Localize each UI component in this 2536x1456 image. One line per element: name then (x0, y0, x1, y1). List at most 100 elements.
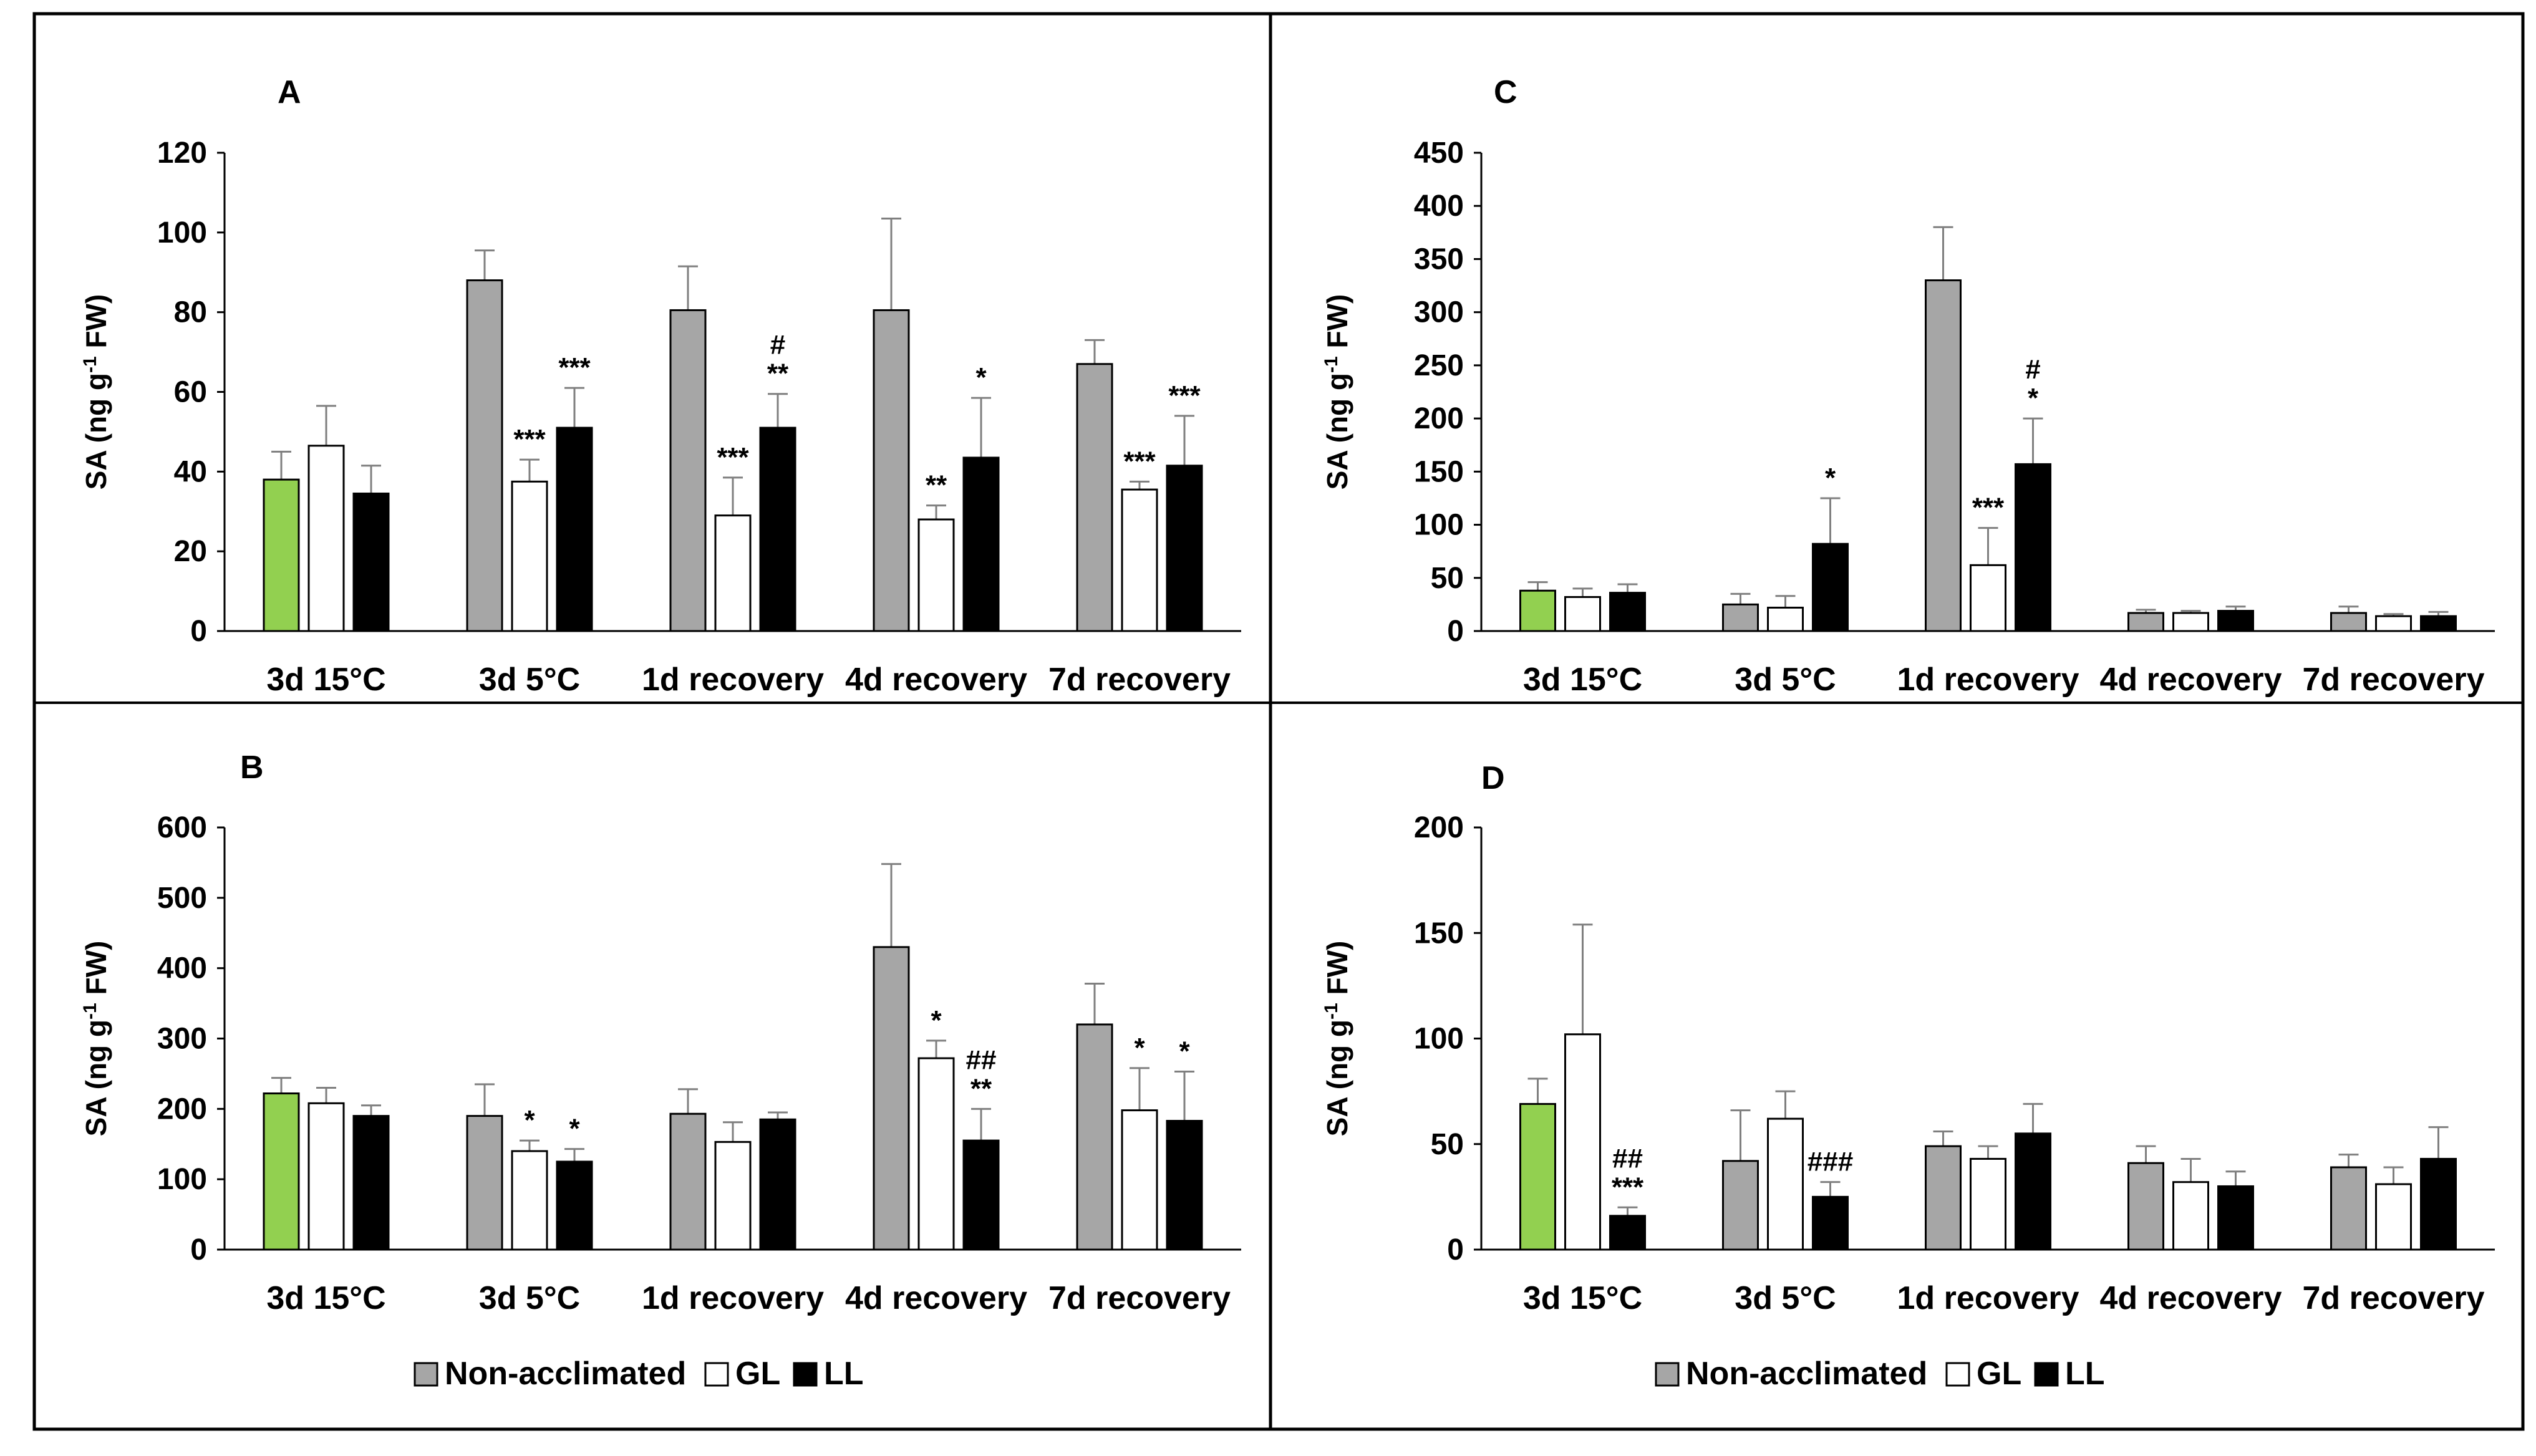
bar-non-acclimated-2 (669, 309, 707, 632)
legend-swatch (704, 1362, 729, 1387)
x-category-label: 3d 15°C (266, 1280, 385, 1316)
bar-gl-2 (714, 514, 752, 632)
bar-non-acclimated-1 (466, 1115, 503, 1251)
significance-label: * (931, 1005, 942, 1036)
y-axis-title: SA (ng g-1 FW) (80, 941, 112, 1137)
bar-non-acclimated-3 (873, 309, 910, 632)
y-tick-label: 80 (174, 296, 207, 329)
bar-ll-3 (2217, 1185, 2254, 1251)
y-axis-title: SA (ng g-1 FW) (80, 294, 112, 490)
bar-gl-3 (2172, 612, 2209, 632)
bar-ll-4 (2420, 615, 2457, 632)
panel-d: D SA (ng g-1 FW) 0 50 100 150 200 ##*** ### 3d 15… (1321, 760, 2495, 1316)
y-tick-label: 200 (1414, 402, 1464, 435)
bar-ll-3 (2217, 610, 2254, 632)
y-tick-label: 450 (1414, 137, 1464, 170)
bar-gl-2 (1970, 564, 2006, 632)
bar-ll-3 (962, 1139, 1000, 1251)
significance-label: *** (717, 442, 749, 473)
bar-ll-2 (759, 427, 796, 632)
bar-ll-3 (962, 456, 1000, 632)
panel-c: C SA (ng g-1 FW) 0 50 100 150 200 250 300 350 400 4… (1321, 74, 2495, 698)
y-tick-label: 0 (1447, 1233, 1464, 1266)
legend-label: LL (2065, 1356, 2105, 1392)
x-category-label: 3d 5°C (1735, 662, 1836, 698)
y-tick-label: 50 (1431, 1128, 1464, 1161)
significance-label: * (1134, 1033, 1145, 1063)
bar-ll-2 (2015, 1132, 2051, 1251)
legend-swatch (2034, 1362, 2059, 1387)
y-tick-label: 200 (157, 1092, 207, 1126)
legend-label: LL (824, 1356, 864, 1392)
y-tick-label: 500 (157, 882, 207, 915)
x-category-label: 4d recovery (2100, 1280, 2282, 1316)
bar-non-acclimated-0 (263, 478, 300, 632)
significance-label: *** (1972, 493, 2005, 523)
x-category-label: 3d 15°C (266, 662, 385, 698)
bar-non-acclimated-3 (873, 946, 910, 1251)
y-tick-label: 0 (190, 1233, 207, 1266)
y-tick-label: 100 (157, 216, 207, 249)
significance-label: # (770, 330, 785, 360)
y-tick-label: 250 (1414, 349, 1464, 382)
bar-gl-0 (1564, 1033, 1601, 1251)
legend-right: Non-acclimated GL LL (1655, 1356, 2105, 1392)
x-category-label: 1d recovery (1897, 1280, 2079, 1316)
significance-label: * (2028, 383, 2039, 413)
legend-label: GL (735, 1356, 780, 1392)
y-tick-label: 0 (190, 615, 207, 648)
bar-ll-0 (1609, 592, 1646, 632)
significance-label: ** (970, 1073, 992, 1104)
bar-non-acclimated-4 (1076, 1023, 1113, 1251)
x-category-label: 7d recovery (1048, 662, 1231, 698)
y-tick-label: 0 (1447, 615, 1464, 648)
x-category-label: 7d recovery (2303, 662, 2485, 698)
bar-ll-1 (556, 427, 593, 632)
bar-gl-4 (2375, 1183, 2412, 1251)
significance-label: * (975, 362, 987, 393)
bar-ll-0 (352, 1115, 390, 1251)
significance-label: * (1179, 1036, 1190, 1067)
bar-non-acclimated-0 (263, 1092, 300, 1251)
bar-gl-1 (511, 1150, 548, 1251)
x-category-label: 1d recovery (1897, 662, 2079, 698)
y-tick-label: 150 (1414, 917, 1464, 950)
bar-non-acclimated-1 (1722, 603, 1759, 632)
panel-letter: D (1481, 760, 1505, 796)
y-axis-title: SA (ng g-1 FW) (1321, 941, 1353, 1137)
x-category-label: 3d 5°C (479, 662, 580, 698)
bar-ll-0 (352, 492, 390, 632)
x-category-label: 1d recovery (642, 662, 824, 698)
bar-gl-3 (917, 518, 955, 632)
x-category-label: 3d 15°C (1523, 1280, 1642, 1316)
legend-swatch (1945, 1362, 1970, 1387)
y-tick-label: 60 (174, 376, 207, 409)
x-category-label: 4d recovery (2100, 662, 2282, 698)
significance-label: ### (1808, 1147, 1853, 1177)
bar-ll-1 (1812, 1195, 1849, 1251)
x-category-label: 3d 15°C (1523, 662, 1642, 698)
bar-non-acclimated-2 (1925, 279, 1962, 632)
bar-ll-4 (2420, 1157, 2457, 1251)
y-tick-label: 300 (1414, 296, 1464, 329)
panel-letter: A (278, 74, 301, 110)
y-tick-label: 40 (174, 455, 207, 488)
legend-swatch (793, 1362, 818, 1387)
bar-gl-3 (917, 1057, 955, 1251)
y-tick-label: 400 (1414, 190, 1464, 223)
bar-non-acclimated-0 (1519, 589, 1556, 632)
legend-swatch (1655, 1362, 1680, 1387)
x-category-label: 3d 5°C (1735, 1280, 1836, 1316)
y-tick-label: 50 (1431, 562, 1464, 595)
x-category-label: 4d recovery (845, 662, 1027, 698)
y-tick-label: 150 (1414, 455, 1464, 488)
y-tick-label: 200 (1414, 811, 1464, 844)
y-tick-label: 300 (157, 1023, 207, 1056)
y-tick-label: 100 (1414, 509, 1464, 542)
bar-non-acclimated-1 (466, 279, 503, 632)
legend-label: Non-acclimated (1686, 1356, 1927, 1392)
bar-ll-0 (1609, 1215, 1646, 1251)
bar-non-acclimated-2 (669, 1112, 707, 1251)
bar-gl-4 (1121, 1109, 1158, 1251)
